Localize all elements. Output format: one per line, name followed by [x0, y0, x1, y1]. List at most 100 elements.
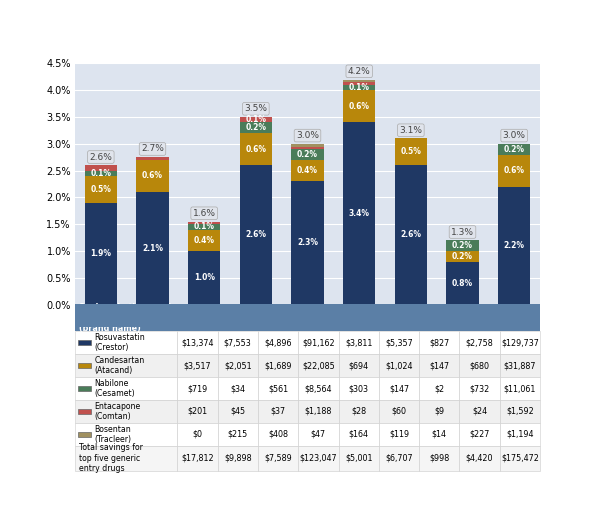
Bar	[218, 400, 258, 423]
Text: $1,194: $1,194	[506, 430, 533, 439]
Bar	[85, 203, 117, 305]
Text: 0.1%: 0.1%	[194, 222, 215, 231]
Bar	[258, 423, 298, 446]
Text: 0.8%: 0.8%	[452, 279, 473, 288]
Bar	[240, 133, 272, 165]
Text: ON: ON	[311, 313, 326, 322]
Text: $2,758: $2,758	[466, 338, 493, 347]
Bar	[292, 147, 323, 149]
Bar	[78, 341, 91, 345]
Bar	[85, 165, 117, 171]
Bar	[188, 222, 220, 224]
Text: $7,589: $7,589	[264, 454, 292, 463]
Text: 0.2%: 0.2%	[452, 252, 473, 261]
Text: $47: $47	[311, 430, 326, 439]
Bar	[379, 377, 419, 400]
Bar	[75, 446, 178, 471]
Bar	[338, 305, 379, 331]
Text: $13,374: $13,374	[181, 338, 214, 347]
Bar	[498, 154, 530, 187]
Bar	[419, 305, 460, 331]
Text: $215: $215	[227, 430, 248, 439]
Text: 0.1%: 0.1%	[91, 169, 112, 178]
Text: $719: $719	[187, 384, 208, 393]
Text: $5,001: $5,001	[345, 454, 373, 463]
Bar	[298, 446, 338, 471]
Bar	[379, 331, 419, 354]
Text: $561: $561	[268, 384, 288, 393]
Text: 0.6%: 0.6%	[349, 102, 370, 111]
Bar	[78, 386, 91, 391]
Text: $4,896: $4,896	[264, 338, 292, 347]
Text: $1,024: $1,024	[385, 361, 413, 370]
Text: NIHB: NIHB	[467, 313, 493, 322]
Text: $4,420: $4,420	[466, 454, 493, 463]
Bar	[178, 446, 218, 471]
Text: 0.1%: 0.1%	[245, 115, 266, 124]
Text: PEI: PEI	[431, 313, 448, 322]
Bar	[460, 305, 500, 331]
Text: $680: $680	[470, 361, 490, 370]
Text: 2.6%: 2.6%	[400, 231, 421, 240]
Text: Nabilone
(Cesamet): Nabilone (Cesamet)	[94, 379, 135, 398]
Bar	[218, 377, 258, 400]
Text: 2.6%: 2.6%	[245, 231, 266, 240]
Bar	[218, 446, 258, 471]
Bar	[75, 400, 178, 423]
Bar	[498, 144, 530, 154]
Text: $147: $147	[389, 384, 409, 393]
Text: AB: AB	[191, 313, 205, 322]
Bar	[188, 230, 220, 251]
Text: $31,887: $31,887	[503, 361, 536, 370]
Text: $14: $14	[432, 430, 447, 439]
Bar	[298, 423, 338, 446]
Text: 2.3%: 2.3%	[297, 239, 318, 248]
Bar	[460, 400, 500, 423]
Bar	[338, 354, 379, 377]
Bar	[78, 432, 91, 436]
Bar	[78, 363, 91, 368]
Bar	[338, 423, 379, 446]
Bar	[460, 377, 500, 400]
Bar	[178, 305, 218, 331]
Bar	[258, 400, 298, 423]
Text: $8,564: $8,564	[305, 384, 332, 393]
Bar	[218, 354, 258, 377]
Bar	[343, 85, 375, 90]
Text: Total savings for
top five generic
entry drugs: Total savings for top five generic entry…	[79, 443, 143, 473]
Text: $227: $227	[469, 430, 490, 439]
Text: 0.4%: 0.4%	[194, 236, 215, 245]
Bar	[258, 354, 298, 377]
Bar	[446, 262, 479, 305]
Bar	[500, 377, 540, 400]
Bar	[500, 423, 540, 446]
Bar	[500, 354, 540, 377]
Text: $9,898: $9,898	[224, 454, 251, 463]
Bar	[379, 354, 419, 377]
Text: 0.6%: 0.6%	[142, 171, 163, 180]
Text: $3,517: $3,517	[184, 361, 211, 370]
Bar	[258, 377, 298, 400]
Text: 0.2%: 0.2%	[245, 123, 266, 132]
Bar	[240, 165, 272, 305]
Bar	[258, 305, 298, 331]
Bar	[240, 122, 272, 133]
Text: $408: $408	[268, 430, 288, 439]
Bar	[419, 377, 460, 400]
Text: $24: $24	[472, 407, 487, 416]
Text: 1.3%: 1.3%	[451, 227, 474, 236]
Text: $45: $45	[230, 407, 245, 416]
Text: $303: $303	[349, 384, 368, 393]
Bar	[338, 331, 379, 354]
Bar	[379, 305, 419, 331]
Bar	[78, 409, 91, 414]
Bar	[298, 354, 338, 377]
Text: 0.1%: 0.1%	[349, 83, 370, 92]
Bar	[460, 354, 500, 377]
Text: Savings in thousands
Ingredient
(brand name): Savings in thousands Ingredient (brand n…	[79, 303, 176, 333]
Text: 1.9%: 1.9%	[91, 249, 112, 258]
Text: $827: $827	[429, 338, 449, 347]
Text: 0.6%: 0.6%	[245, 145, 266, 154]
Text: 3.1%: 3.1%	[400, 126, 422, 135]
Bar	[178, 377, 218, 400]
